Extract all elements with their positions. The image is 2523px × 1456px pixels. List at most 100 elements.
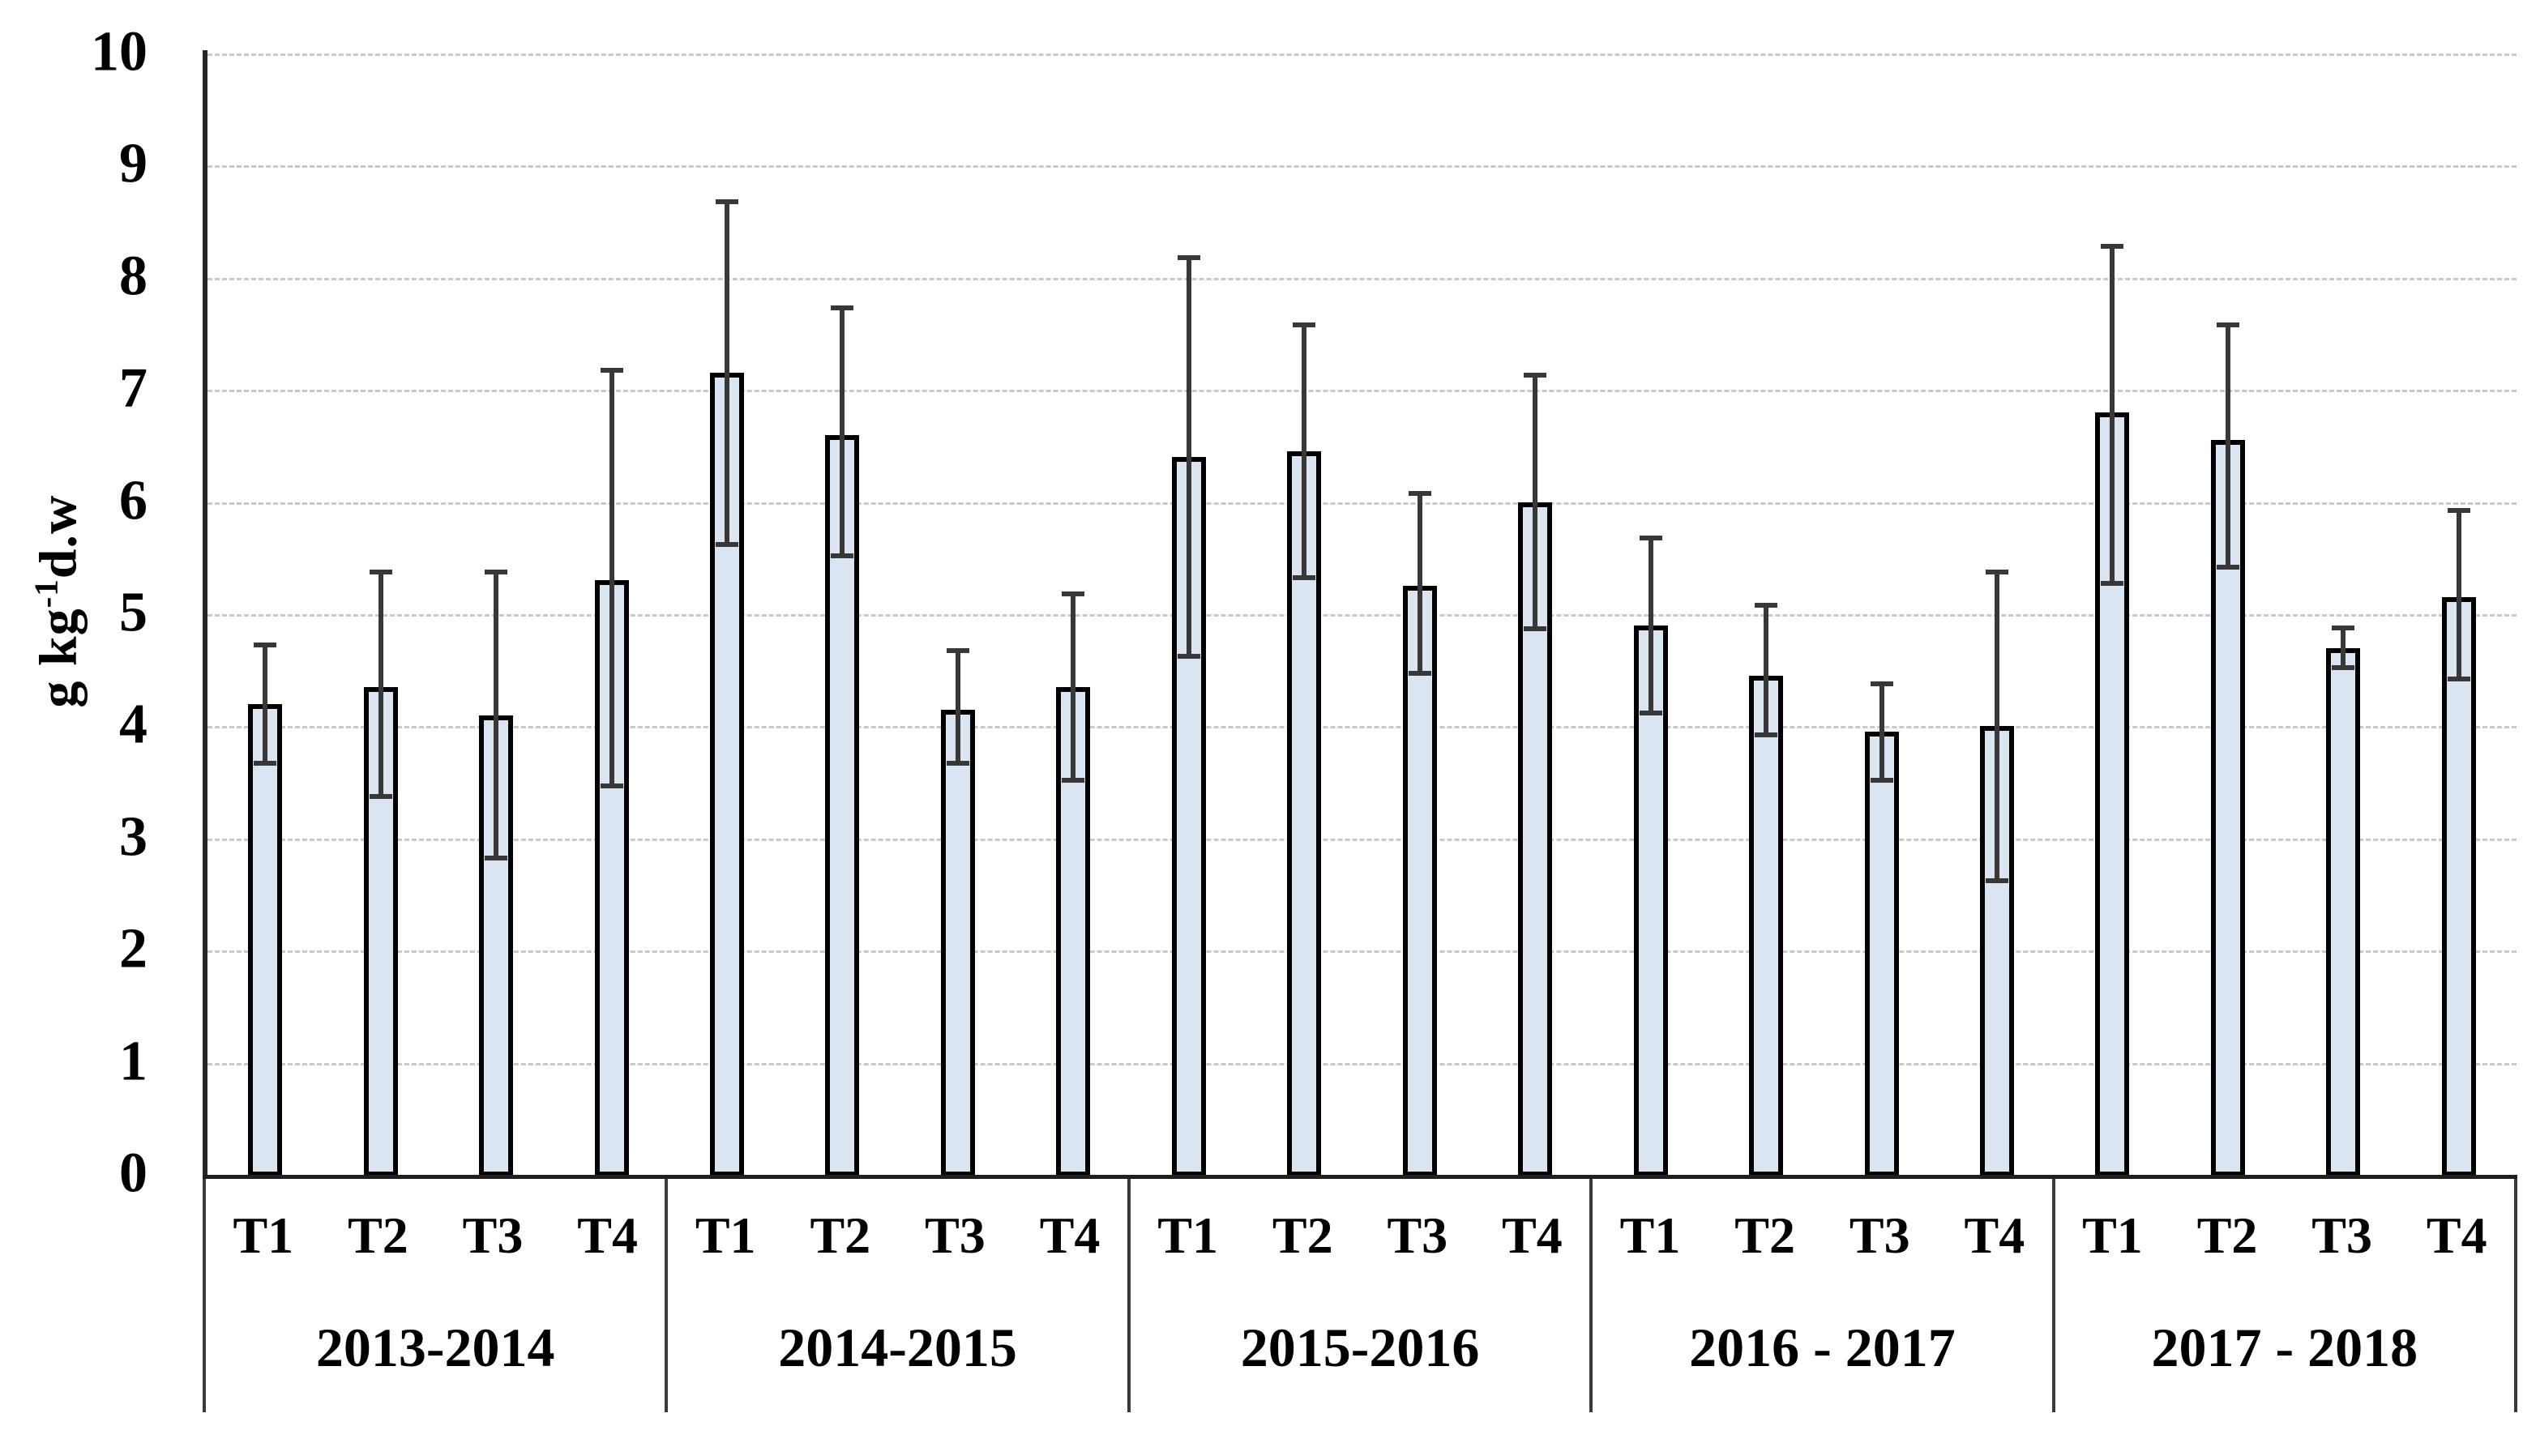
error-bar-line — [840, 305, 845, 558]
bar-slot-2016-2017-T3 — [1824, 53, 1939, 1175]
error-bar-line — [1186, 255, 1191, 660]
error-bar-2015-2016-T3 — [1408, 490, 1431, 677]
error-bar-cap-bottom — [2216, 564, 2239, 570]
treatment-label-row: T1 T2 T3 T4 — [2055, 1210, 2514, 1262]
error-bar-cap-bottom — [2101, 581, 2124, 587]
error-bar-cap-top — [1524, 373, 1547, 378]
x-tick-label-2017-2018-T4: T4 — [2426, 1206, 2487, 1264]
y-tick-label-4: 4 — [119, 693, 148, 756]
group-label-2013-2014: 2013-2014 — [315, 1317, 555, 1378]
error-bar-cap-bottom — [1293, 575, 1316, 581]
error-bar-cap-top — [1062, 591, 1085, 597]
y-tick-label-8: 8 — [119, 245, 148, 308]
x-tick-label-2015-2016-T1: T1 — [1157, 1206, 1218, 1264]
error-bar-cap-top — [1177, 255, 1200, 261]
y-tick-label-3: 3 — [119, 805, 148, 869]
error-bar-2017-2018-T2 — [2216, 322, 2239, 570]
error-bar-2014-2015-T1 — [716, 199, 739, 547]
bar-slot-2017-2018-T1 — [2055, 53, 2170, 1175]
error-bar-line — [1879, 681, 1884, 783]
error-bar-line — [1533, 373, 1538, 631]
error-bar-line — [378, 569, 383, 800]
treatment-label-row: T1 T2 T3 T4 — [1593, 1210, 2051, 1262]
y-tick-label-1: 1 — [119, 1030, 148, 1093]
y-tick-label-9: 9 — [119, 132, 148, 195]
x-tick-label-2016-2017-T4: T4 — [1964, 1206, 2025, 1264]
gridline-1 — [207, 1062, 2517, 1065]
error-bar-2015-2016-T1 — [1177, 255, 1200, 660]
bar-slot-2013-2014-T4 — [554, 53, 669, 1175]
treatment-label-row: T1 T2 T3 T4 — [206, 1210, 665, 1262]
bar-2016-2017-T1 — [1633, 625, 1668, 1175]
error-bar-cap-bottom — [1062, 777, 1085, 783]
x-tick-label-2016-2017-T1: T1 — [1619, 1206, 1681, 1264]
error-bar-2013-2014-T1 — [254, 642, 277, 766]
bar-slot-2016-2017-T2 — [1708, 53, 1824, 1175]
error-bar-2016-2017-T3 — [1870, 681, 1893, 783]
bar-2016-2017-T2 — [1749, 676, 1784, 1175]
error-bar-cap-top — [600, 367, 623, 373]
treatment-label-row: T1 T2 T3 T4 — [1131, 1210, 1589, 1262]
bar-2013-2014-T2 — [363, 686, 398, 1175]
y-tick-label-5: 5 — [119, 581, 148, 644]
error-bar-line — [2225, 322, 2230, 570]
error-bar-2014-2015-T2 — [831, 305, 854, 558]
error-bar-cap-bottom — [1755, 732, 1778, 738]
bar-slot-2014-2015-T1 — [669, 53, 785, 1175]
group-label-2014-2015: 2014-2015 — [778, 1317, 1017, 1378]
error-bar-line — [955, 647, 960, 766]
error-bar-line — [725, 199, 730, 547]
error-bar-cap-top — [254, 642, 277, 647]
error-bar-line — [1302, 322, 1307, 581]
gridline-2 — [207, 950, 2517, 954]
error-bar-2013-2014-T3 — [485, 569, 508, 861]
bar-group-2017-2018 — [2055, 53, 2517, 1175]
error-bar-cap-top — [2216, 322, 2239, 328]
y-tick-label-0: 0 — [119, 1142, 148, 1205]
error-bar-cap-top — [2332, 625, 2355, 630]
x-tick-label-2014-2015-T2: T2 — [810, 1206, 871, 1264]
error-bar-cap-top — [369, 569, 392, 574]
x-tick-label-2014-2015-T4: T4 — [1039, 1206, 1101, 1264]
error-bar-line — [1648, 536, 1653, 715]
error-bar-line — [1764, 603, 1769, 738]
error-bar-cap-bottom — [369, 794, 392, 800]
x-axis-category-band: T1 T2 T3 T4 2013-2014 T1 T2 T3 T4 2014-2015 T1 T2 T3… — [203, 1179, 2517, 1412]
y-tick-label-2: 2 — [119, 917, 148, 980]
error-bar-cap-top — [716, 199, 739, 204]
bar-slot-2013-2014-T3 — [438, 53, 554, 1175]
x-tick-label-2015-2016-T3: T3 — [1387, 1206, 1448, 1264]
gridline-8 — [207, 277, 2517, 280]
error-bar-2015-2016-T2 — [1293, 322, 1316, 581]
error-bar-cap-top — [1408, 490, 1431, 496]
x-tick-label-2013-2014-T2: T2 — [348, 1206, 408, 1264]
error-bar-cap-top — [1870, 681, 1893, 687]
gridline-7 — [207, 390, 2517, 393]
error-bar-line — [609, 367, 614, 788]
bar-slot-2017-2018-T3 — [2286, 53, 2401, 1175]
error-bar-cap-top — [2101, 244, 2124, 250]
category-group-2016-2017: T1 T2 T3 T4 2016 - 2017 — [1593, 1179, 2055, 1412]
group-label-2016-2017: 2016 - 2017 — [1689, 1317, 1956, 1378]
bar-2016-2017-T3 — [1864, 732, 1899, 1175]
error-bar-line — [2110, 244, 2115, 587]
y-axis-tick-labels: 0 1 2 3 4 5 6 7 8 9 10 — [0, 0, 154, 1456]
x-tick-label-2017-2018-T3: T3 — [2311, 1206, 2372, 1264]
x-tick-label-2017-2018-T1: T1 — [2082, 1206, 2143, 1264]
error-bar-2013-2014-T4 — [600, 367, 623, 788]
plot-area — [207, 53, 2517, 1175]
bar-2013-2014-T1 — [248, 703, 283, 1175]
bar-group-2013-2014 — [207, 53, 669, 1175]
error-bar-2014-2015-T3 — [946, 647, 969, 766]
error-bar-2016-2017-T2 — [1755, 603, 1778, 738]
x-tick-label-2016-2017-T3: T3 — [1849, 1206, 1910, 1264]
y-tick-label-6: 6 — [119, 469, 148, 532]
error-bar-cap-bottom — [600, 783, 623, 788]
error-bar-cap-top — [1293, 322, 1316, 328]
category-group-2015-2016: T1 T2 T3 T4 2015-2016 — [1131, 1179, 1593, 1412]
error-bar-2016-2017-T4 — [1985, 569, 2008, 884]
error-bar-cap-bottom — [1985, 878, 2008, 884]
x-axis-line — [203, 1175, 2517, 1179]
error-bar-line — [1417, 490, 1422, 677]
error-bar-cap-top — [1985, 569, 2008, 574]
